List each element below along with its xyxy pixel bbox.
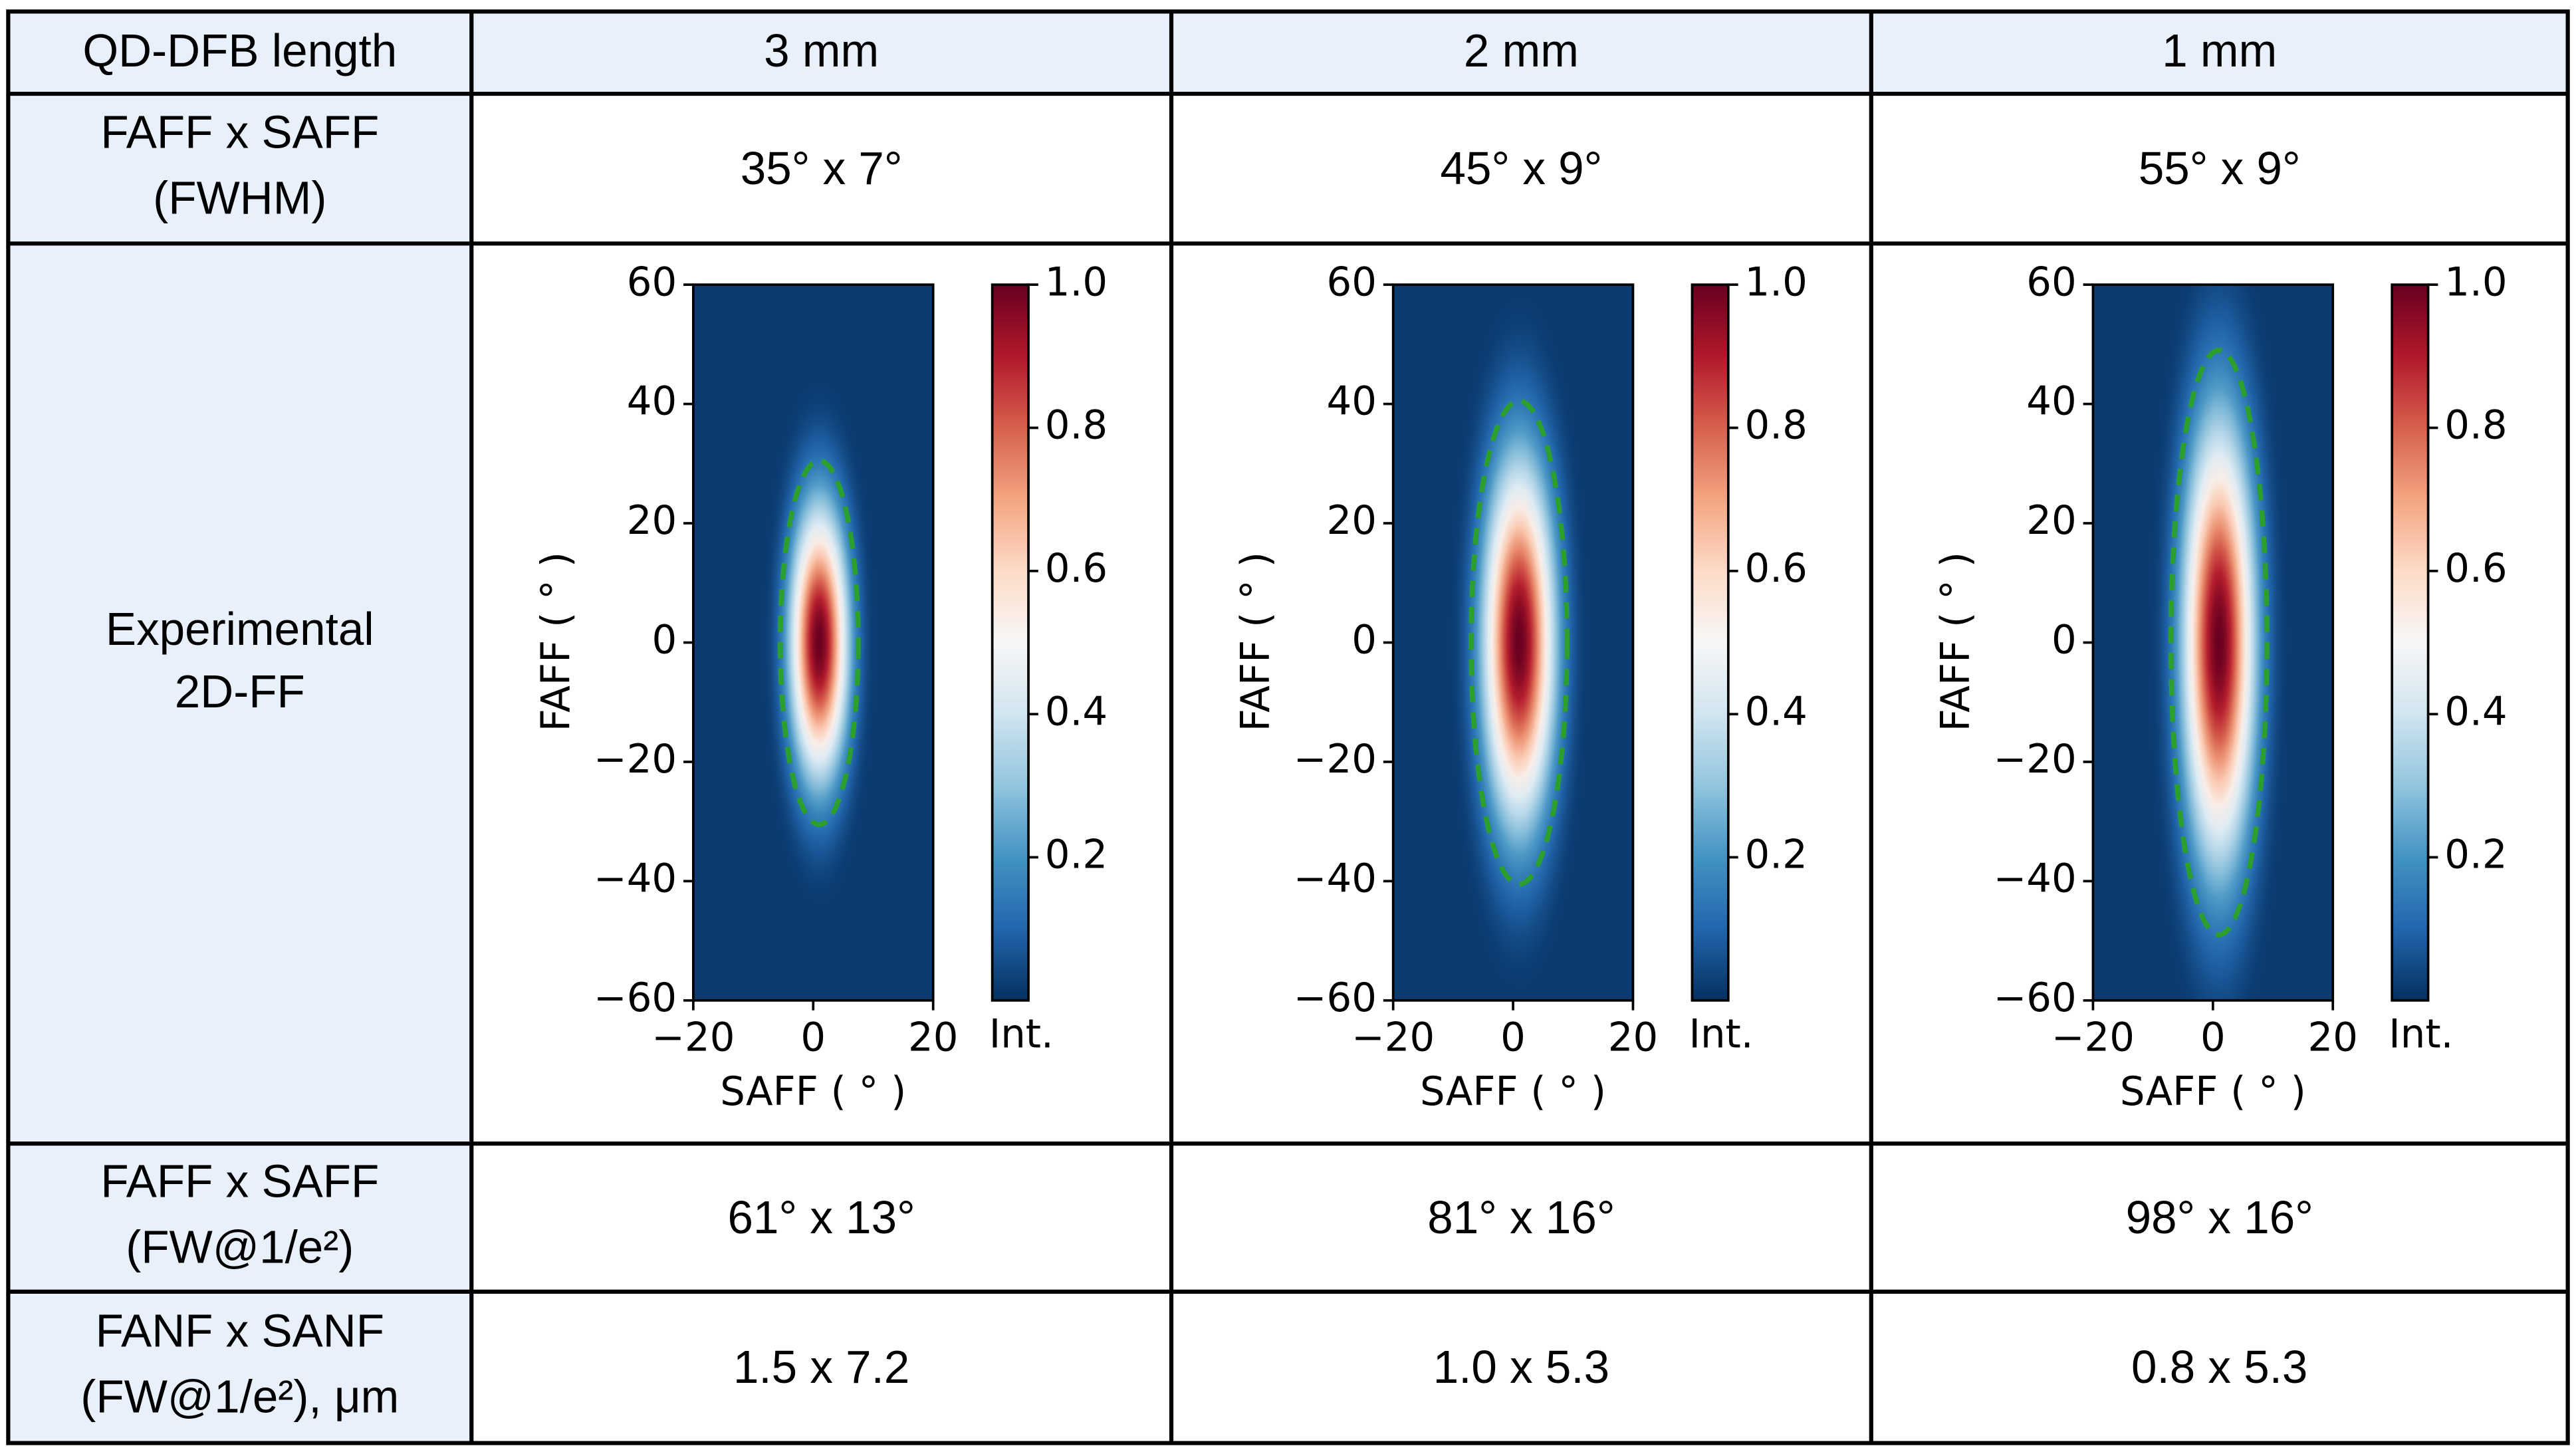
header-cell: 3 mm <box>764 25 879 76</box>
cell: 61° x 13° <box>728 1191 915 1243</box>
x-tick-label: 0 <box>800 1014 826 1060</box>
x-tick-label: 20 <box>2308 1014 2358 1060</box>
cell: 1.5 x 7.2 <box>733 1341 909 1393</box>
colorbar-tick-label: 1.0 <box>2444 259 2507 304</box>
cell: 1.0 x 5.3 <box>1433 1341 1609 1393</box>
cell: 81° x 16° <box>1427 1191 1615 1243</box>
y-tick-label: 60 <box>2026 259 2076 304</box>
colorbar-tick-label: 0.4 <box>2444 688 2507 734</box>
contour <box>777 458 861 827</box>
y-axis-label: FAFF ( ° ) <box>1932 552 1978 731</box>
colorbar-tick-label: 1.0 <box>1045 259 1108 304</box>
heatmap-spot <box>757 351 882 934</box>
colorbar-tick-label: 0.2 <box>1745 832 1808 878</box>
y-tick-label: 40 <box>2026 378 2076 424</box>
header-cell: 1 mm <box>2162 25 2277 76</box>
colorbar <box>1691 283 1730 1002</box>
cell: 55° x 9° <box>2139 142 2301 194</box>
cell: 0.8 x 5.3 <box>2131 1341 2307 1393</box>
table-grid <box>6 9 2570 1445</box>
colorbar-tick-label: 1.0 <box>1745 259 1808 304</box>
y-tick-label: 0 <box>1351 617 1377 663</box>
colorbar-tick-label: 0.6 <box>2444 545 2507 591</box>
x-tick-label: 20 <box>908 1014 958 1060</box>
heatmap-spot <box>2142 285 2296 1001</box>
y-tick-label: −40 <box>594 855 677 901</box>
y-tick-label: 20 <box>2026 497 2076 543</box>
y-tick-label: −20 <box>594 736 677 782</box>
x-tick-label: 20 <box>1608 1014 1658 1060</box>
colorbar-tick-label: 0.2 <box>2444 832 2507 878</box>
row-label: 2D-FF <box>175 665 305 717</box>
y-tick-label: 0 <box>651 617 677 663</box>
x-axis-label: SAFF ( ° ) <box>1420 1068 1606 1114</box>
x-tick-label: 0 <box>2200 1014 2226 1060</box>
label-column-bg <box>8 94 472 1443</box>
header-cell: 2 mm <box>1464 25 1579 76</box>
cell: 35° x 7° <box>741 142 903 194</box>
heatmap-spot <box>1442 285 1596 1001</box>
y-tick-label: 40 <box>1326 378 1376 424</box>
y-tick-label: −60 <box>594 975 677 1021</box>
plot: −20 0 20 −60 −40 −20 0 20 40 60 SAFF ( ° ) FAFF ( °… <box>1932 259 2508 1114</box>
y-tick-label: 20 <box>1326 497 1376 543</box>
y-tick-label: 60 <box>1326 259 1376 304</box>
header-bg <box>8 11 2568 94</box>
colorbar-tick-label: 0.6 <box>1745 545 1808 591</box>
y-tick-label: 20 <box>627 497 677 543</box>
y-tick-label: −20 <box>1294 736 1377 782</box>
row-label: FANF x SANF <box>96 1304 384 1356</box>
colorbar-label: Int. <box>2389 1011 2453 1056</box>
header-cell: QD-DFB length <box>82 25 397 76</box>
row-label: (FW@1/e²), μm <box>80 1370 399 1422</box>
colorbar-tick-label: 0.8 <box>2444 402 2507 448</box>
colorbar-tick-label: 0.4 <box>1045 688 1108 734</box>
colorbar-label: Int. <box>1689 1011 1753 1056</box>
y-tick-label: 60 <box>627 259 677 304</box>
colorbar <box>991 283 1030 1002</box>
y-tick-label: 0 <box>2051 617 2077 663</box>
y-tick-label: −40 <box>1994 855 2077 901</box>
x-tick-label: −20 <box>1351 1014 1435 1060</box>
x-tick-label: 0 <box>1500 1014 1526 1060</box>
cell: 98° x 16° <box>2126 1191 2313 1243</box>
colorbar-label: Int. <box>989 1011 1054 1056</box>
row-label: Experimental <box>106 603 374 655</box>
y-tick-label: −40 <box>1294 855 1377 901</box>
contour <box>2168 348 2270 937</box>
plot: −20 0 20 −60 −40 −20 0 20 40 60 SAFF ( ° ) FAFF ( °… <box>532 259 1108 1114</box>
y-tick-label: −20 <box>1994 736 2077 782</box>
contour <box>1468 398 1570 887</box>
y-tick-label: −60 <box>1994 975 2077 1021</box>
colorbar-tick-label: 0.4 <box>1745 688 1808 734</box>
row-label: (FW@1/e²) <box>126 1221 354 1272</box>
colorbar-tick-label: 0.8 <box>1045 402 1108 448</box>
y-axis-label: FAFF ( ° ) <box>532 552 578 731</box>
colorbar-tick-label: 0.2 <box>1045 832 1108 878</box>
row-label: FAFF x SAFF <box>100 106 379 158</box>
x-tick-label: −20 <box>2051 1014 2135 1060</box>
x-axis-label: SAFF ( ° ) <box>2120 1068 2306 1114</box>
y-tick-label: −60 <box>1294 975 1377 1021</box>
colorbar-tick-label: 0.8 <box>1745 402 1808 448</box>
plot: −20 0 20 −60 −40 −20 0 20 40 60 SAFF ( ° ) FAFF ( °… <box>1232 259 1808 1114</box>
y-tick-label: 40 <box>627 378 677 424</box>
x-tick-label: −20 <box>651 1014 735 1060</box>
colorbar <box>2391 283 2430 1002</box>
row-label: (FWHM) <box>153 172 326 223</box>
x-axis-label: SAFF ( ° ) <box>720 1068 906 1114</box>
row-label: FAFF x SAFF <box>100 1155 379 1207</box>
colorbar-tick-label: 0.6 <box>1045 545 1108 591</box>
cell: 45° x 9° <box>1441 142 1603 194</box>
y-axis-label: FAFF ( ° ) <box>1232 552 1278 731</box>
